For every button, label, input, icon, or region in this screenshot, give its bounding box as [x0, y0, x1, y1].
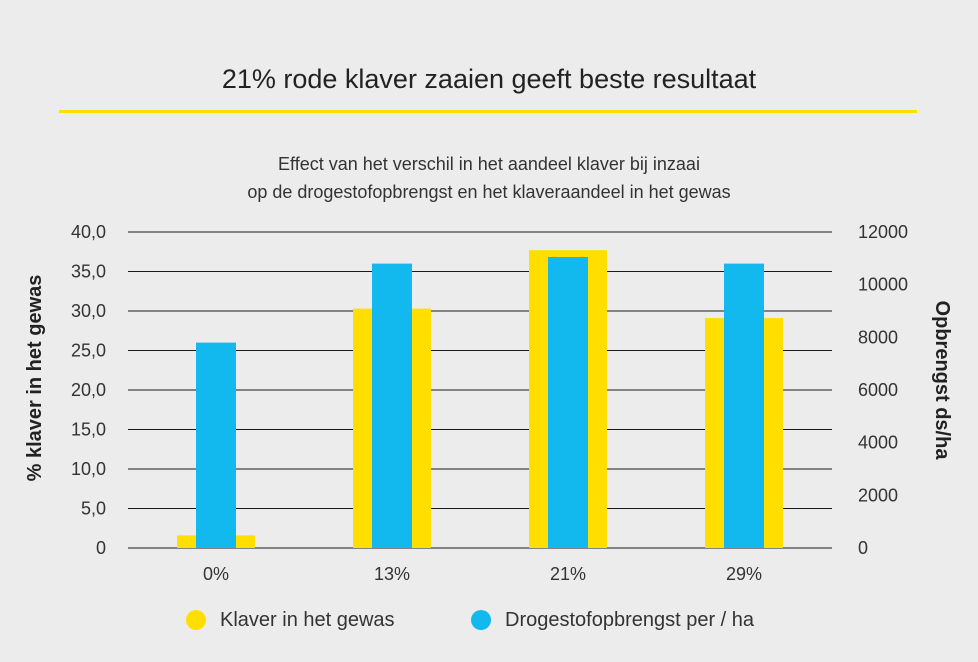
bar-opbrengst	[724, 263, 764, 548]
subtitle-line-2: op de drogestofopbrengst en het klaveraa…	[247, 182, 731, 202]
right-tick-label: 10000	[858, 275, 908, 295]
right-axis-title: Opbrengst ds/ha	[931, 301, 953, 461]
left-tick-label: 0	[96, 538, 106, 558]
right-tick-label: 4000	[858, 433, 898, 453]
right-tick-label: 2000	[858, 485, 898, 505]
chart-title: 21% rode klaver zaaien geeft beste resul…	[221, 64, 757, 94]
title-underline	[59, 110, 917, 113]
category-label: 0%	[203, 564, 229, 584]
left-tick-label: 25,0	[71, 341, 106, 361]
bars	[177, 250, 783, 549]
left-tick-label: 35,0	[71, 262, 106, 282]
category-label: 29%	[726, 564, 762, 584]
legend-item-opbrengst: Drogestofopbrengst per / ha	[471, 606, 754, 634]
legend-swatch-blue	[471, 610, 491, 630]
bar-opbrengst	[548, 257, 588, 548]
legend-label-klaver: Klaver in het gewas	[220, 608, 395, 631]
right-tick-label: 0	[858, 538, 868, 558]
chart-subtitle: Effect van het verschil in het aandeel k…	[0, 150, 978, 206]
legend-swatch-yellow	[186, 610, 206, 630]
legend-item-klaver: Klaver in het gewas	[186, 606, 395, 634]
category-label: 21%	[550, 564, 586, 584]
legend-label-opbrengst: Drogestofopbrengst per / ha	[505, 608, 755, 631]
left-tick-label: 30,0	[71, 301, 106, 321]
left-tick-label: 15,0	[71, 420, 106, 440]
right-axis-ticks: 0 2000 4000 6000 8000 10000 12000	[858, 222, 908, 558]
left-axis-ticks: 0 5,0 10,0 15,0 20,0 25,0 30,0 35,0 40,0	[71, 222, 106, 558]
left-tick-label: 20,0	[71, 380, 106, 400]
right-tick-label: 6000	[858, 380, 898, 400]
bar-opbrengst	[196, 342, 236, 548]
subtitle-line-1: Effect van het verschil in het aandeel k…	[278, 154, 700, 174]
left-tick-label: 5,0	[81, 499, 106, 519]
category-label: 13%	[374, 564, 410, 584]
left-axis-title: % klaver in het gewas	[24, 275, 46, 482]
left-tick-label: 10,0	[71, 459, 106, 479]
bar-opbrengst	[372, 263, 412, 548]
right-tick-label: 8000	[858, 327, 898, 347]
right-tick-label: 12000	[858, 222, 908, 242]
category-labels: 0% 13% 21% 29%	[203, 564, 762, 584]
left-tick-label: 40,0	[71, 222, 106, 242]
